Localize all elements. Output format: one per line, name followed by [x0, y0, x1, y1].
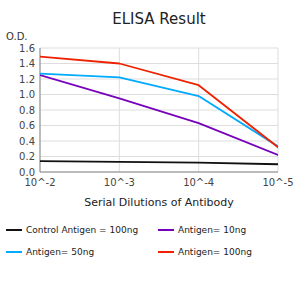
legend-entry: Antigen= 10ng — [178, 225, 246, 235]
y-grid-line — [40, 172, 278, 173]
plot-area — [40, 57, 278, 165]
grid — [40, 48, 278, 172]
series-line — [40, 57, 278, 148]
legend-entry: Antigen= 50ng — [26, 247, 94, 257]
title: ELISA Result — [112, 10, 206, 28]
x-tick-label: 10^-3 — [104, 177, 135, 188]
x-tick-label: 10^-4 — [183, 177, 214, 188]
y-tick-label: 0.8 — [19, 105, 35, 116]
y-axis-line — [40, 48, 41, 172]
x-tick-label: 10^-5 — [262, 177, 293, 188]
y-grid-line — [40, 125, 278, 126]
x-label: Serial Dilutions of Antibody — [84, 196, 234, 209]
y-tick-label: 0.4 — [19, 136, 35, 147]
y-grid-line — [40, 79, 278, 80]
series-line — [40, 161, 278, 164]
y-grid-line — [40, 94, 278, 95]
legend-swatch — [6, 229, 22, 231]
x-axis-line — [40, 172, 278, 173]
y-tick-label: 0.0 — [19, 167, 35, 178]
y-tick-label: 1.2 — [19, 74, 35, 85]
x-grid-line — [119, 48, 120, 172]
legend-entry: Control Antigen = 100ng — [26, 225, 138, 235]
chart: ELISA Result O.D. 0.0 0.2 0.4 0.6 0.8 1.0 1.2 1.4… — [0, 0, 300, 300]
x-grid-line — [198, 48, 199, 172]
y-grid-line — [40, 156, 278, 157]
y-tick-label: 0.6 — [19, 120, 35, 131]
y-label: O.D. — [6, 31, 28, 42]
y-grid-line — [40, 63, 278, 64]
legend-swatch — [6, 251, 22, 253]
legend-swatch — [158, 229, 174, 231]
x-tick-label: 10^-2 — [24, 177, 55, 188]
legend-swatch — [158, 251, 174, 253]
legend-entry: Antigen= 100ng — [178, 247, 252, 257]
y-tick-label: 0.2 — [19, 151, 35, 162]
y-tick-label: 1.6 — [19, 43, 35, 54]
x-grid-line — [40, 48, 41, 172]
y-tick-label: 1.0 — [19, 89, 35, 100]
legend: Control Antigen = 100ng Antigen= 10ng Anti… — [6, 225, 252, 257]
y-tick-label: 1.4 — [19, 58, 35, 69]
series-line — [40, 74, 278, 147]
y-grid-line — [40, 48, 278, 49]
x-grid-line — [278, 48, 279, 172]
